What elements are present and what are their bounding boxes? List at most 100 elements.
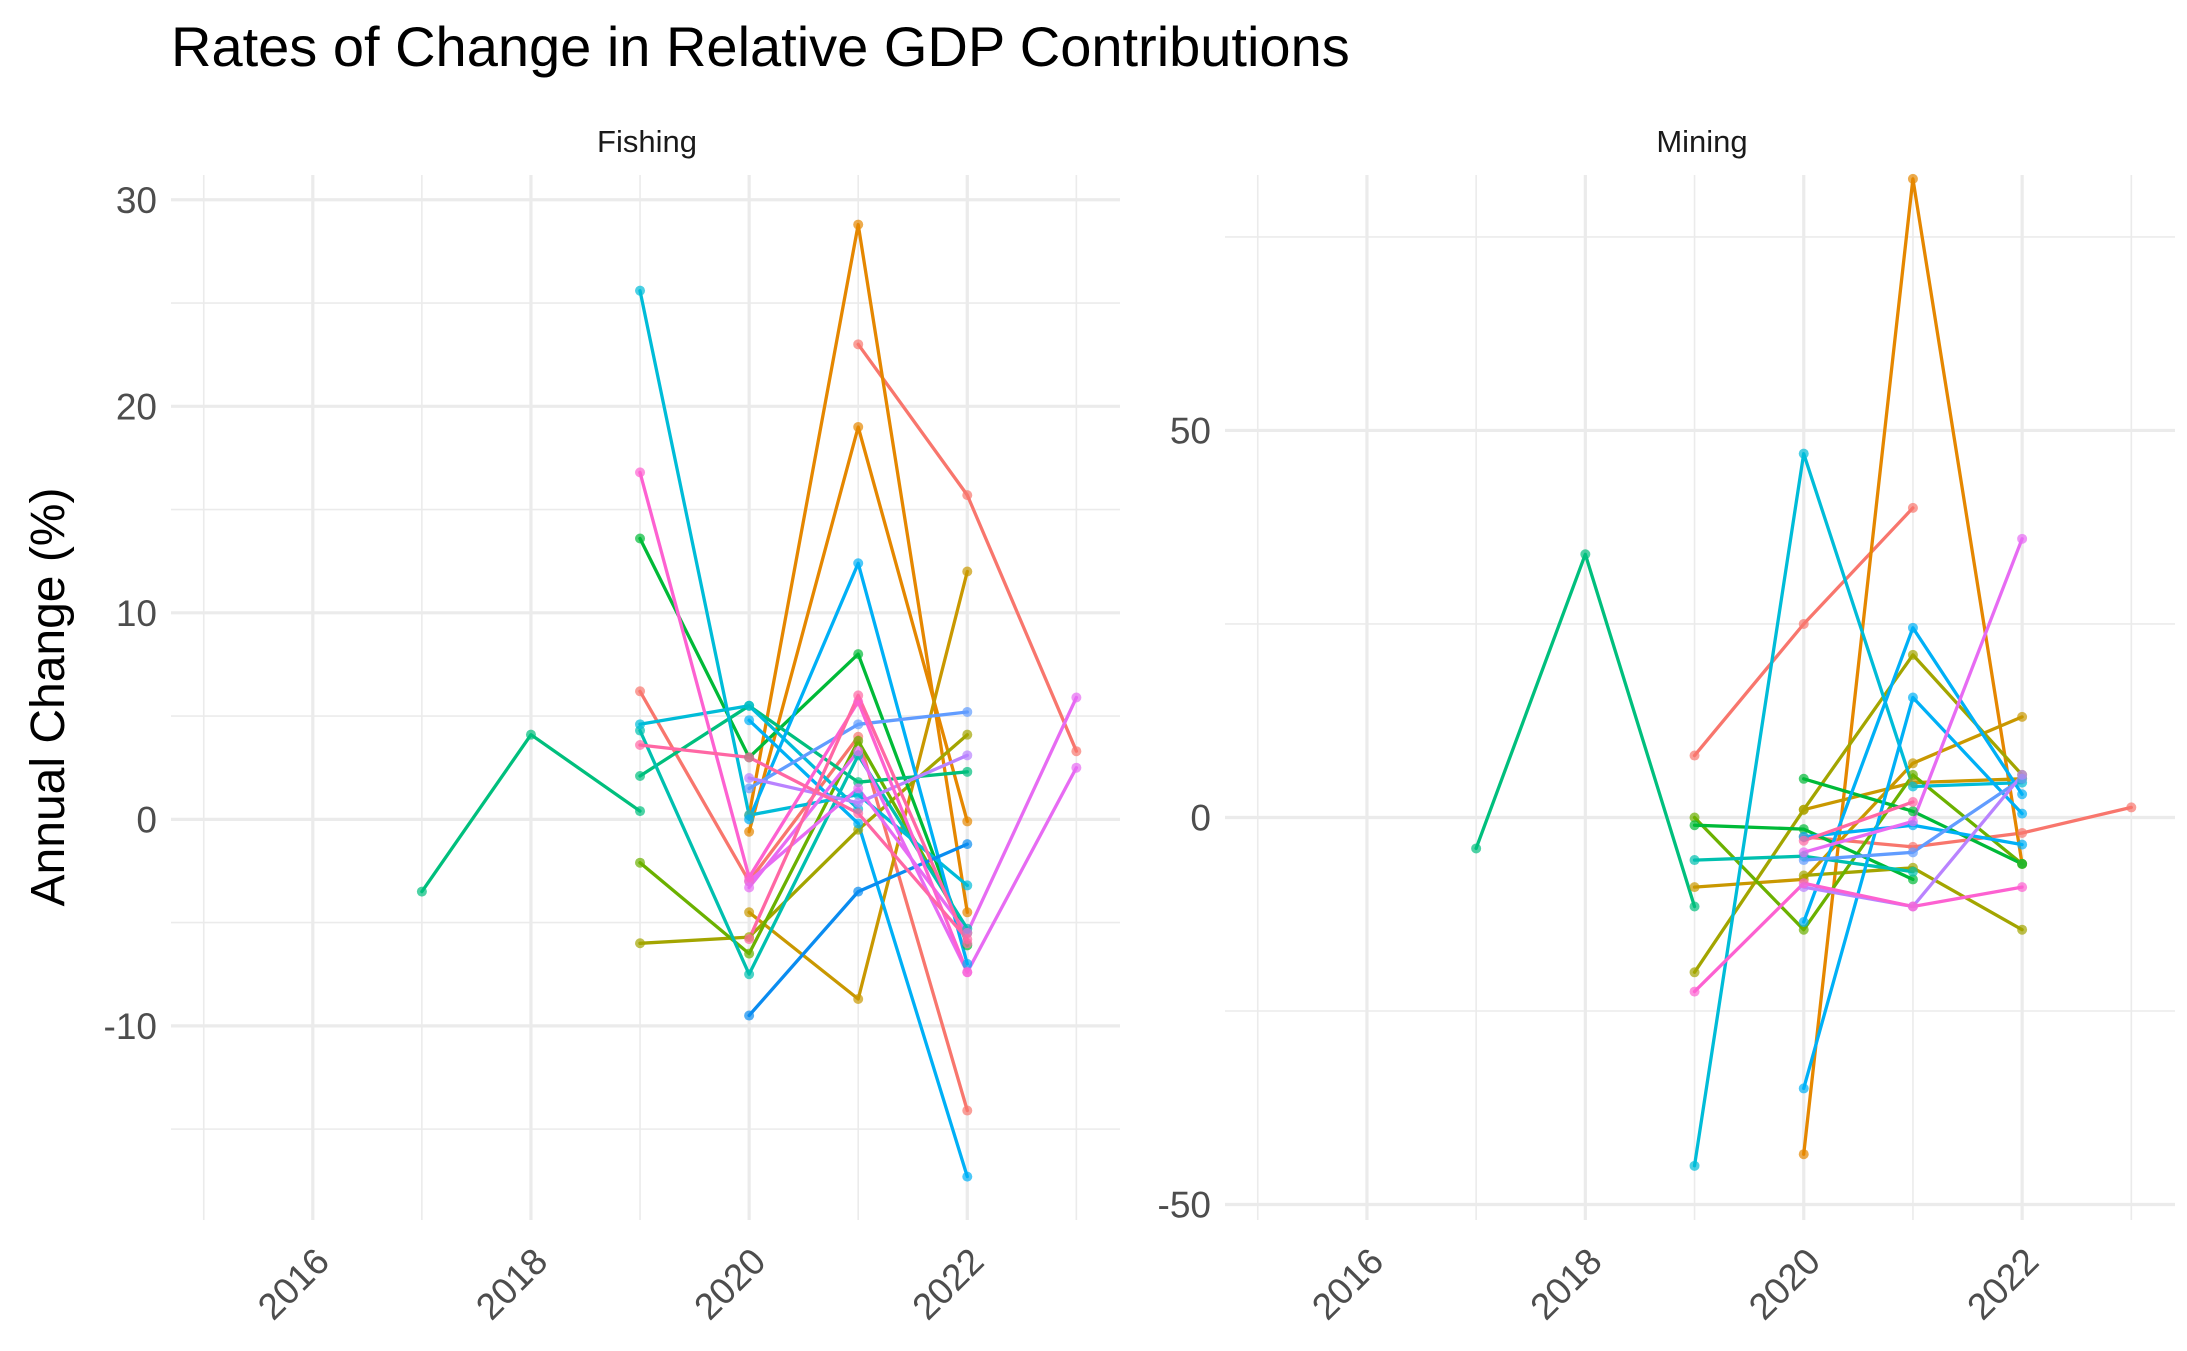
mining-data-point: [2126, 802, 2137, 813]
fishing-data-point: [635, 938, 646, 949]
fishing-data-point: [635, 467, 646, 478]
fishing-data-point: [853, 558, 864, 569]
panel-mining-points: [1471, 173, 2137, 1171]
fishing-series-line: [638, 470, 969, 974]
mining-data-point: [1798, 916, 1809, 927]
panel-fishing-series: [420, 222, 1079, 1179]
fishing-x-tick-label: 2020: [686, 1240, 773, 1327]
mining-data-point: [1907, 874, 1918, 885]
fishing-data-point: [525, 729, 536, 740]
fishing-data-point: [962, 816, 973, 827]
fishing-y-tick-label: 20: [116, 386, 157, 427]
mining-y-tick-label: -50: [1158, 1185, 1211, 1226]
fishing-data-point: [1071, 762, 1082, 773]
fishing-data-point: [962, 839, 973, 850]
fishing-data-point: [416, 886, 427, 897]
panel-mining-y-ticks: -50 0 50: [1158, 410, 1211, 1225]
fishing-data-point: [744, 969, 755, 980]
mining-data-point: [2017, 858, 2028, 869]
mining-data-point: [2017, 769, 2028, 780]
fishing-data-point: [853, 746, 864, 757]
fishing-data-point: [853, 886, 864, 897]
mining-data-point: [1689, 855, 1700, 866]
fishing-data-point: [853, 994, 864, 1005]
mining-data-point: [1689, 1160, 1700, 1171]
mining-x-tick-label: 2016: [1304, 1240, 1391, 1327]
fishing-data-point: [744, 907, 755, 918]
mining-y-tick-label: 0: [1190, 797, 1211, 838]
mining-data-point: [1689, 986, 1700, 997]
facet-label-fishing: Fishing: [597, 124, 697, 159]
mining-series-line: [1692, 452, 2024, 1168]
mining-data-point: [2017, 789, 2028, 800]
mining-data-point: [1907, 758, 1918, 769]
fishing-data-point: [962, 967, 973, 978]
mining-series-line: [1692, 715, 2024, 889]
mining-x-tick-label: 2020: [1741, 1240, 1828, 1327]
fishing-data-point: [744, 814, 755, 825]
fishing-data-point: [635, 686, 646, 697]
fishing-data-point: [853, 649, 864, 660]
fishing-data-point: [853, 719, 864, 730]
fishing-data-point: [853, 797, 864, 808]
panel-fishing-points: [416, 219, 1082, 1182]
fishing-data-point: [744, 948, 755, 959]
mining-y-tick-label: 50: [1170, 410, 1211, 451]
mining-series-line: [1692, 653, 2024, 974]
fishing-data-point: [635, 285, 646, 296]
mining-data-point: [1798, 1083, 1809, 1094]
fishing-data-point: [744, 715, 755, 726]
fishing-data-point: [744, 826, 755, 837]
fishing-data-point: [744, 773, 755, 784]
mining-data-point: [1798, 847, 1809, 858]
fishing-data-point: [635, 857, 646, 868]
fishing-data-point: [744, 934, 755, 945]
fishing-data-point: [744, 700, 755, 711]
fishing-data-point: [744, 752, 755, 763]
mining-data-point: [1907, 649, 1918, 660]
fishing-data-point: [962, 958, 973, 969]
fishing-data-point: [962, 938, 973, 949]
fishing-data-point: [853, 219, 864, 230]
mining-data-point: [1798, 855, 1809, 866]
fishing-y-tick-label: 0: [136, 799, 157, 840]
mining-data-point: [1907, 769, 1918, 780]
fishing-data-point: [853, 808, 864, 819]
fishing-data-point: [635, 806, 646, 817]
fishing-series-line: [638, 289, 969, 888]
fishing-data-point: [962, 766, 973, 777]
fishing-data-point: [962, 1105, 973, 1116]
mining-data-point: [1689, 750, 1700, 761]
fishing-data-point: [744, 872, 755, 883]
panel-fishing-y-ticks: -10 0 10 20 30: [104, 180, 157, 1047]
fishing-y-tick-label: -10: [104, 1006, 157, 1047]
fishing-data-point: [962, 490, 973, 501]
panel-fishing-x-ticks: 2016 2018 2020 2022: [250, 1240, 992, 1327]
mining-data-point: [1798, 773, 1809, 784]
fishing-data-point: [1071, 692, 1082, 703]
mining-data-point: [1907, 901, 1918, 912]
mining-data-point: [1798, 870, 1809, 881]
fishing-y-tick-label: 30: [116, 180, 157, 221]
mining-data-point: [1798, 448, 1809, 459]
mining-data-point: [1471, 843, 1482, 854]
panel-mining-x-ticks: 2016 2018 2020 2022: [1304, 1240, 2046, 1327]
fishing-data-point: [1071, 746, 1082, 757]
fishing-data-point: [853, 339, 864, 350]
mining-series-line: [1692, 773, 2024, 932]
fishing-y-tick-label: 10: [116, 593, 157, 634]
mining-data-point: [2017, 827, 2028, 838]
fishing-data-point: [962, 750, 973, 761]
fishing-data-point: [744, 783, 755, 794]
mining-data-point: [2017, 882, 2028, 893]
fishing-data-point: [962, 907, 973, 918]
fishing-data-point: [853, 690, 864, 701]
fishing-data-point: [853, 421, 864, 432]
fishing-series-line: [638, 733, 969, 945]
y-axis-label: Annual Change (%): [22, 488, 75, 907]
mining-series-line: [1692, 881, 2024, 994]
fishing-data-point: [962, 706, 973, 717]
fishing-data-point: [962, 880, 973, 891]
mining-x-tick-label: 2018: [1522, 1240, 1609, 1327]
mining-data-point: [1798, 824, 1809, 835]
